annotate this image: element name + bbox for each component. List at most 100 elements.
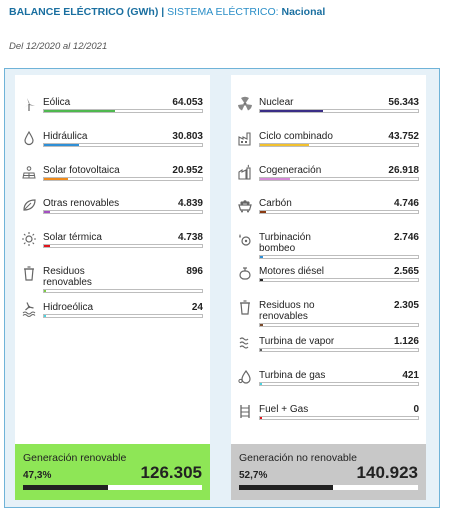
nonrenewable-column: Generación no renovable 52,7% 140.923 Nu… — [231, 75, 426, 500]
source-label: Motores diésel — [259, 266, 325, 277]
nonrenewable-summary: Generación no renovable 52,7% 140.923 — [231, 444, 426, 500]
hydro-wind-icon — [21, 301, 37, 317]
system-label: SISTEMA ELÉCTRICO: — [167, 6, 279, 18]
source-bar-fill — [260, 279, 263, 281]
source-label: Carbón — [259, 198, 292, 209]
source-bar — [43, 109, 203, 113]
source-bar-fill — [44, 315, 47, 317]
nuclear-icon — [237, 96, 253, 112]
renewable-column: Generación renovable 47,3% 126.305 Eólic… — [15, 75, 210, 500]
source-label: Hidroeólica — [43, 302, 94, 313]
source-label: Residuos renovables — [43, 266, 92, 288]
source-bar-fill — [44, 290, 47, 292]
leaf-icon — [21, 197, 37, 213]
source-label: Turbina de vapor — [259, 336, 335, 347]
source-bar-fill — [260, 256, 264, 258]
source-bar-fill — [260, 144, 309, 146]
cogeneration-icon — [237, 164, 253, 180]
source-value: 30.803 — [172, 131, 203, 142]
page-header: BALANCE ELÉCTRICO (GWh) | SISTEMA ELÉCTR… — [9, 6, 325, 18]
source-bar — [259, 255, 419, 259]
source-value: 1.126 — [393, 336, 419, 347]
renewable-summary-title: Generación renovable — [23, 452, 127, 464]
balance-panel: Generación renovable 47,3% 126.305 Eólic… — [4, 68, 440, 508]
source-value: 0 — [413, 404, 419, 415]
source-bar — [259, 323, 419, 327]
nonrenewable-summary-bar — [239, 485, 418, 490]
source-bar-fill — [260, 211, 266, 213]
source-label: Eólica — [43, 97, 71, 108]
source-label: Nuclear — [259, 97, 294, 108]
source-bar — [43, 244, 203, 248]
source-bar — [43, 289, 203, 293]
bin-icon — [21, 265, 37, 281]
source-bar-fill — [44, 178, 68, 180]
source-value: 56.343 — [388, 97, 419, 108]
source-bar — [43, 143, 203, 147]
source-value: 24 — [191, 302, 203, 313]
source-bar-fill — [260, 324, 263, 326]
source-value: 4.839 — [177, 198, 203, 209]
header-title: BALANCE ELÉCTRICO (GWh) — [9, 6, 159, 18]
renewable-summary-total: 126.305 — [140, 463, 202, 482]
coal-cart-icon — [237, 197, 253, 213]
source-value: 2.746 — [393, 232, 419, 243]
date-range: Del 12/2020 al 12/2021 — [9, 41, 108, 52]
fuel-tower-icon — [237, 403, 253, 419]
source-label: Turbina de gas — [259, 370, 326, 381]
nonrenewable-summary-bar-fill — [239, 485, 334, 490]
source-bar — [259, 109, 419, 113]
source-bar-fill — [260, 349, 263, 351]
renewable-summary: Generación renovable 47,3% 126.305 — [15, 444, 210, 500]
source-bar — [259, 278, 419, 282]
source-bar — [259, 416, 419, 420]
factory-icon — [237, 130, 253, 146]
source-bar-fill — [44, 211, 50, 213]
header-separator: | — [161, 6, 165, 18]
source-bar — [259, 177, 419, 181]
wind-turbine-icon — [21, 96, 37, 112]
source-value: 26.918 — [388, 165, 419, 176]
source-bar — [259, 143, 419, 147]
source-value: 64.053 — [172, 97, 203, 108]
source-bar-fill — [260, 383, 263, 385]
source-label: Cogeneración — [259, 165, 322, 176]
source-value: 4.738 — [177, 232, 203, 243]
sun-icon — [21, 231, 37, 247]
source-bar-fill — [260, 178, 291, 180]
source-value: 2.565 — [393, 266, 419, 277]
source-bar — [43, 210, 203, 214]
nonrenewable-summary-title: Generación no renovable — [239, 452, 357, 464]
steam-icon — [237, 335, 253, 351]
source-label: Ciclo combinado — [259, 131, 333, 142]
source-label: Solar fotovoltaica — [43, 165, 120, 176]
pump-icon — [237, 231, 253, 247]
source-bar — [43, 177, 203, 181]
renewable-summary-bar — [23, 485, 202, 490]
source-label: Turbinación bombeo — [259, 232, 311, 254]
source-bar-fill — [44, 144, 79, 146]
source-value: 2.305 — [393, 300, 419, 311]
source-bar — [43, 314, 203, 318]
source-bar-fill — [44, 110, 116, 112]
source-bar — [259, 210, 419, 214]
source-bar — [259, 348, 419, 352]
bin-icon — [237, 299, 253, 315]
source-value: 4.746 — [393, 198, 419, 209]
water-drop-icon — [21, 130, 37, 146]
renewable-summary-percent: 47,3% — [23, 470, 52, 481]
nonrenewable-summary-total: 140.923 — [356, 463, 418, 482]
gas-icon — [237, 369, 253, 385]
source-label: Otras renovables — [43, 198, 120, 209]
source-label: Solar térmica — [43, 232, 102, 243]
source-bar-fill — [44, 245, 50, 247]
renewable-summary-bar-fill — [23, 485, 108, 490]
solar-panel-icon — [21, 164, 37, 180]
source-label: Fuel + Gas — [259, 404, 309, 415]
engine-icon — [237, 265, 253, 281]
source-value: 421 — [402, 370, 419, 381]
source-bar — [259, 382, 419, 386]
source-label: Residuos no renovables — [259, 300, 315, 322]
system-value[interactable]: Nacional — [281, 6, 326, 18]
nonrenewable-summary-percent: 52,7% — [239, 470, 268, 481]
